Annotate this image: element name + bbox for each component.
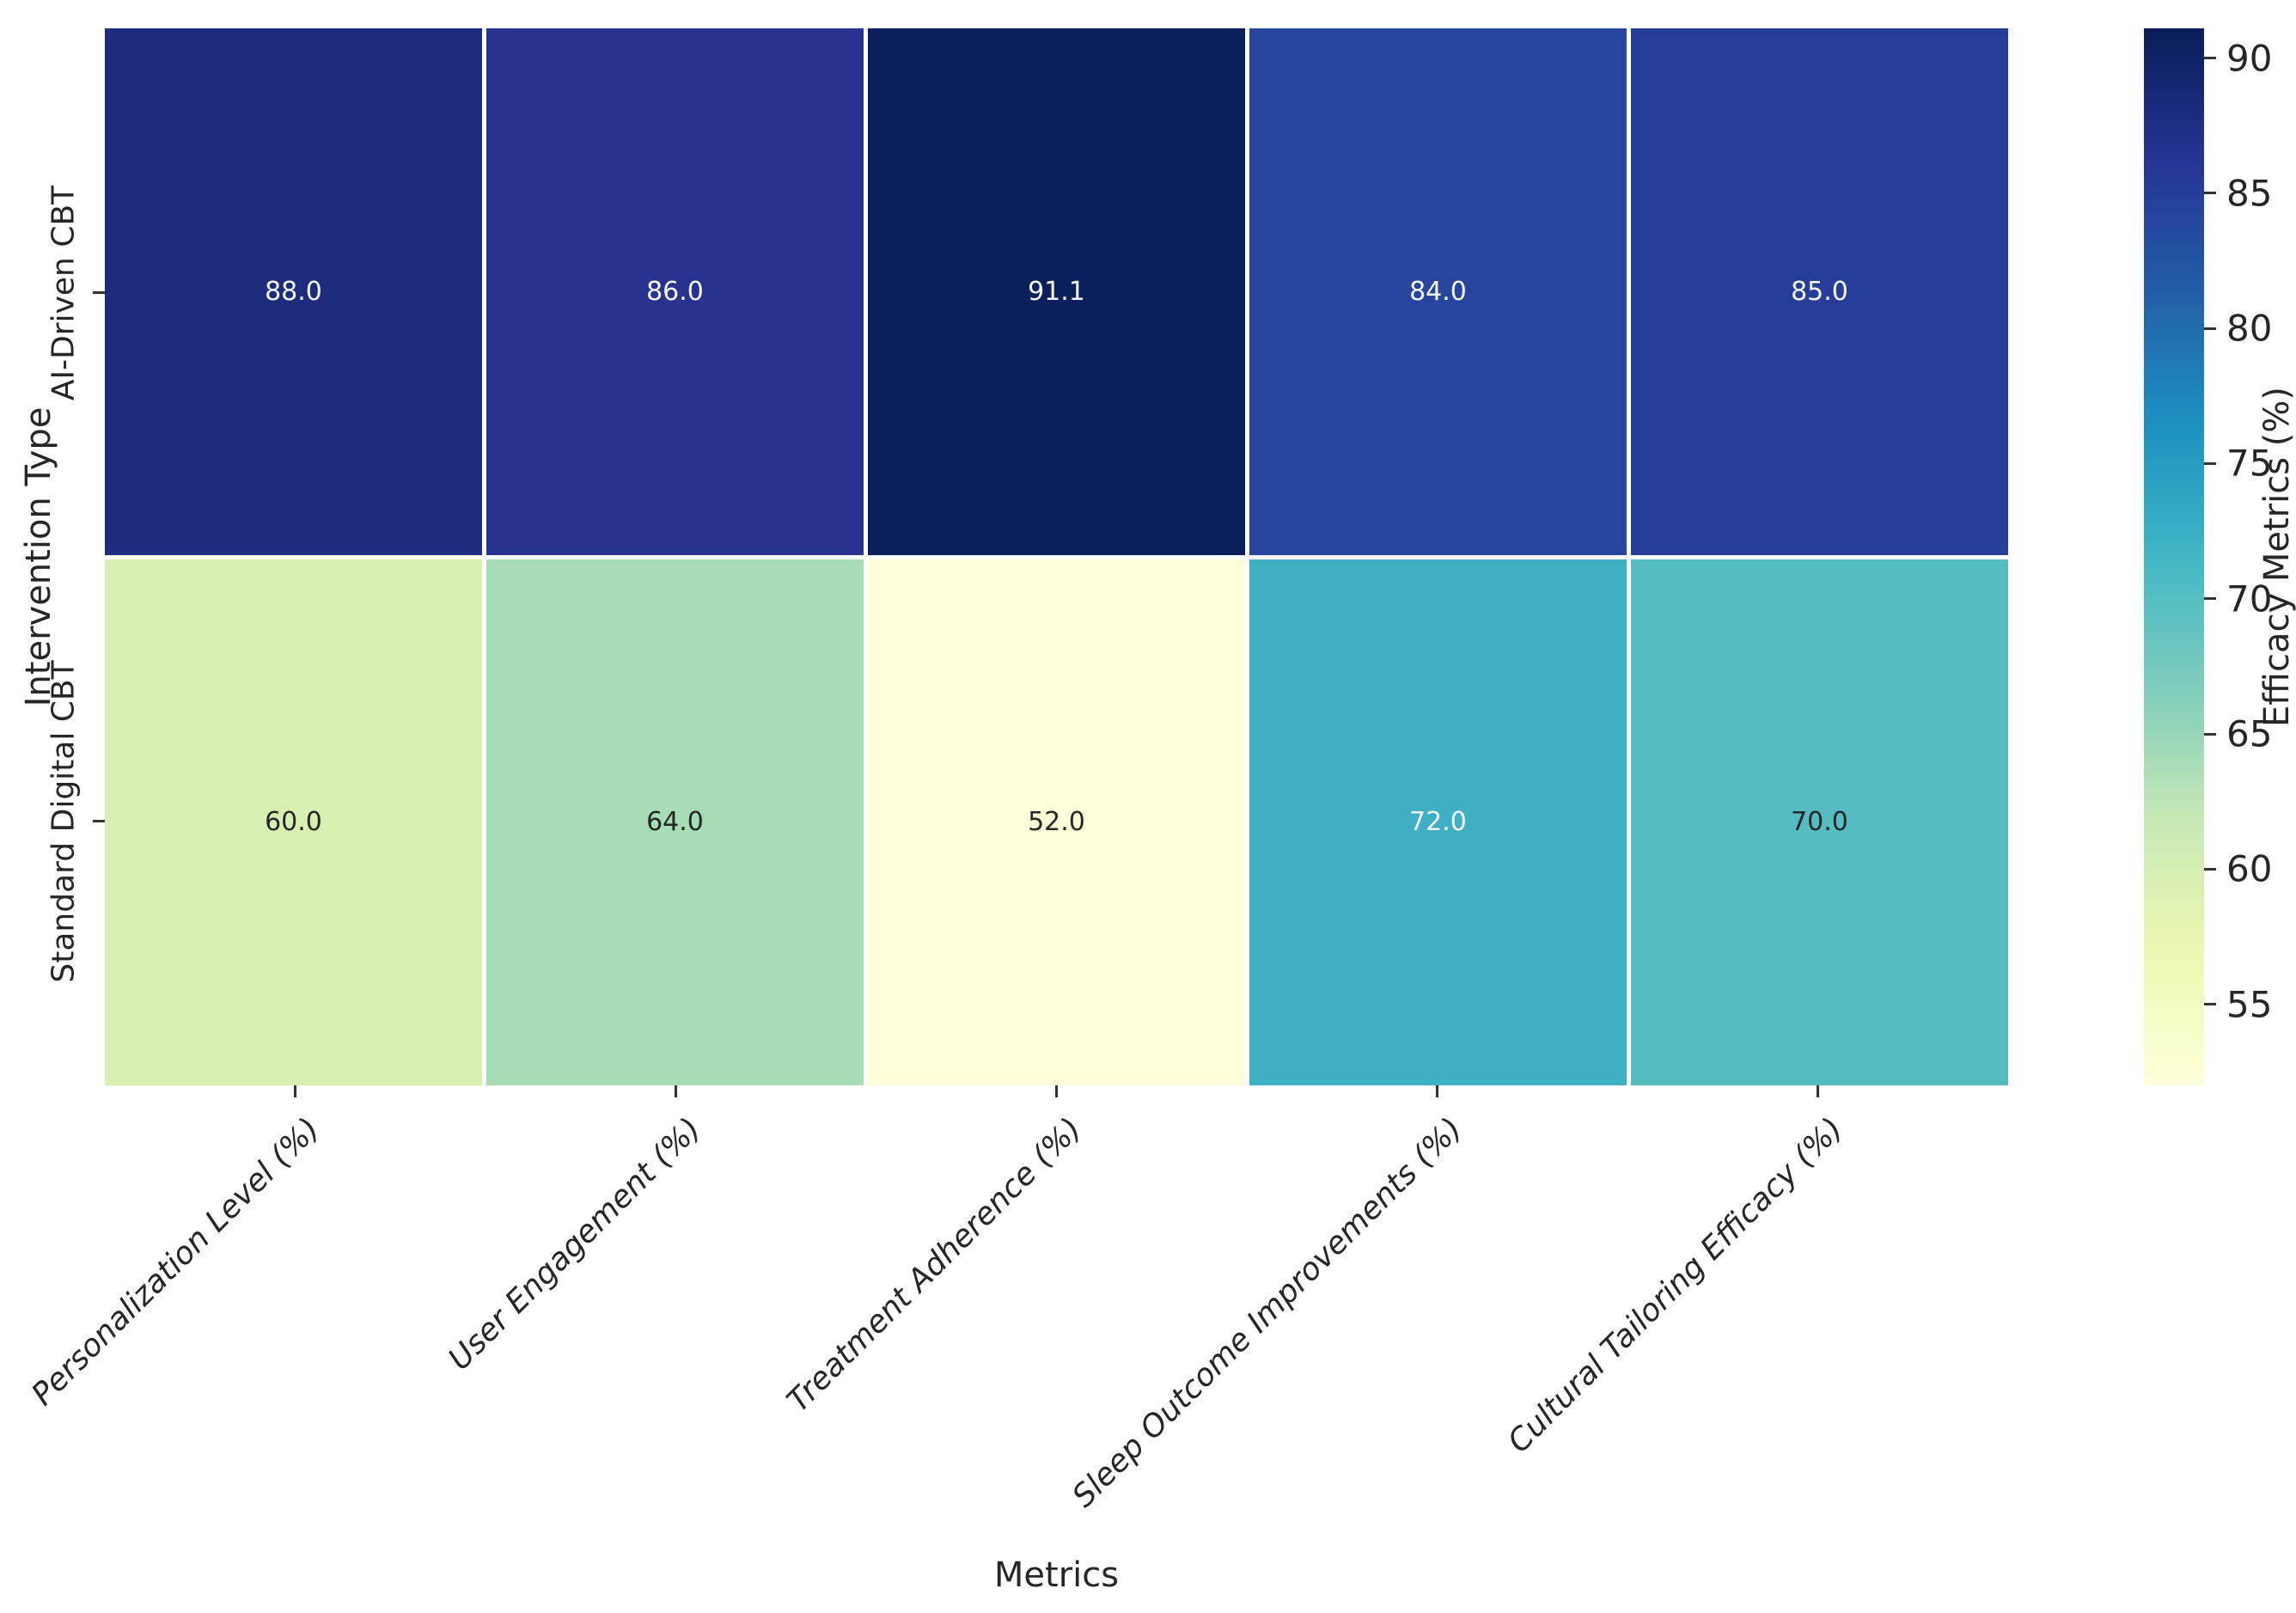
heatmap-cell: 72.0 — [1249, 559, 1627, 1085]
colorbar-tick-mark — [2204, 192, 2216, 195]
heatmap-grid: 88.0 86.0 91.1 84.0 85.0 60.0 64.0 52.0 72.0 70.0 — [105, 28, 2008, 1085]
colorbar-tick-mark — [2204, 732, 2216, 736]
x-tick-mark — [1436, 1085, 1438, 1097]
heatmap-cell: 85.0 — [1631, 28, 2008, 555]
colorbar-tick-mark — [2204, 327, 2216, 330]
x-tick-mark — [1817, 1085, 1819, 1097]
cell-value-label: 52.0 — [1028, 807, 1085, 838]
x-tick-mark — [675, 1085, 677, 1097]
colorbar-tick-label: 85 — [2226, 172, 2273, 215]
colorbar-tick-label: 90 — [2226, 37, 2273, 80]
cell-value-label: 72.0 — [1409, 807, 1467, 838]
colorbar-gradient — [2144, 28, 2204, 1085]
x-tick-label-text: Personalization Level (%) — [25, 1111, 327, 1413]
colorbar-label-text: Efficacy Metrics (%) — [2257, 387, 2296, 727]
heatmap-cell: 88.0 — [105, 28, 482, 555]
heatmap-cell: 60.0 — [105, 559, 482, 1085]
heatmap-cell: 91.1 — [868, 28, 1245, 555]
colorbar-tick-mark — [2204, 867, 2216, 871]
x-tick-label-text: Treatment Adherence (%) — [780, 1111, 1089, 1420]
colorbar-tick-mark — [2204, 1003, 2216, 1006]
x-tick-label-text: Cultural Tailoring Efficacy (%) — [1500, 1111, 1850, 1460]
cell-value-label: 60.0 — [265, 807, 322, 838]
colorbar-tick-mark — [2204, 57, 2216, 60]
y-tick-mark — [93, 291, 105, 294]
x-tick-mark — [294, 1085, 296, 1097]
y-tick-label-text: Standard Digital CBT — [46, 659, 82, 983]
colorbar-tick-label: 80 — [2226, 307, 2273, 350]
y-axis-title-text: Intervention Type — [19, 406, 58, 707]
x-axis-title: Metrics — [993, 1555, 1120, 1595]
heatmap-cell: 70.0 — [1631, 559, 2008, 1085]
heatmap-cell: 84.0 — [1249, 28, 1627, 555]
heatmap-cell: 64.0 — [486, 559, 864, 1085]
heatmap-cell: 52.0 — [868, 559, 1245, 1085]
colorbar-tick-mark — [2204, 461, 2216, 465]
colorbar-tick-label: 60 — [2226, 847, 2273, 890]
cell-value-label: 70.0 — [1791, 807, 1848, 838]
cell-value-label: 86.0 — [646, 276, 704, 307]
colorbar-tick-label: 65 — [2226, 712, 2273, 755]
x-tick-mark — [1055, 1085, 1058, 1097]
x-tick-label-text: Sleep Outcome Improvements (%) — [1066, 1111, 1469, 1515]
cell-value-label: 91.1 — [1028, 276, 1085, 307]
colorbar-tick-label: 55 — [2226, 983, 2273, 1026]
colorbar-tick-label: 75 — [2226, 442, 2273, 485]
colorbar-tick-mark — [2204, 597, 2216, 601]
y-tick-label-text: AI-Driven CBT — [46, 185, 82, 400]
cell-value-label: 64.0 — [646, 807, 704, 838]
cell-value-label: 85.0 — [1791, 276, 1848, 307]
cell-value-label: 88.0 — [265, 276, 322, 307]
cell-value-label: 84.0 — [1409, 276, 1467, 307]
x-tick-label-text: User Engagement (%) — [441, 1111, 708, 1378]
heatmap-cell: 86.0 — [486, 28, 864, 555]
y-tick-mark — [93, 820, 105, 822]
colorbar-tick-label: 70 — [2226, 577, 2273, 620]
